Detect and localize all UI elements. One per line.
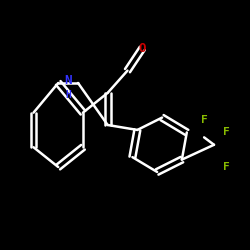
Text: F: F (201, 115, 207, 125)
Text: N: N (64, 74, 72, 87)
Text: F: F (223, 162, 230, 172)
Text: H: H (65, 90, 71, 100)
Text: F: F (223, 128, 230, 138)
Text: O: O (138, 42, 146, 55)
